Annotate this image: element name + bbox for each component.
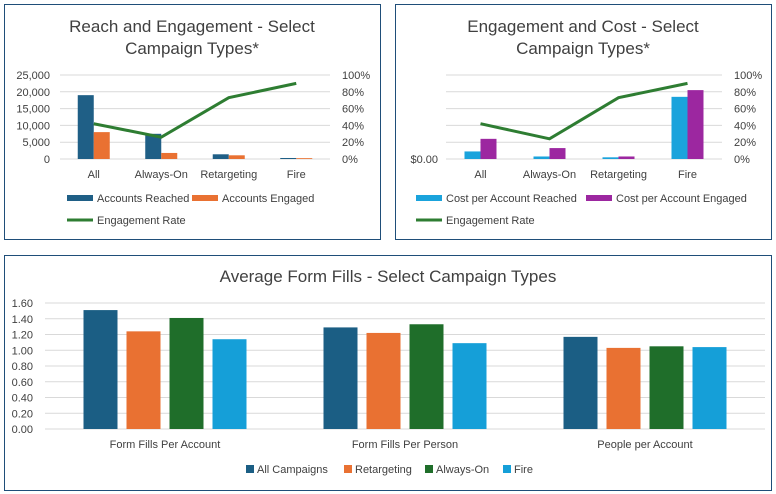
y-tick-label: 10,000 (16, 120, 50, 132)
y-tick-label: $0.00 (410, 154, 438, 166)
bar-all-campaigns (83, 310, 118, 429)
legend-label: Fire (514, 464, 533, 476)
y-tick-label: 0.80 (12, 361, 33, 373)
legend-swatch-all-campaigns (246, 465, 254, 473)
legend-label: Accounts Reached (97, 193, 189, 205)
chart-title-line-1: Reach and Engagement - Select (69, 17, 315, 36)
bar-cost-per-account-engaged (480, 138, 497, 159)
y-tick-label: 1.60 (12, 298, 33, 310)
bar-retargeting (366, 332, 401, 429)
legend-swatch-always-on (425, 465, 433, 473)
legend-label: Engagement Rate (97, 215, 186, 227)
legend-label: All Campaigns (257, 464, 328, 476)
x-tick-label: All (88, 169, 100, 181)
y-tick-label: 25,000 (16, 70, 50, 82)
legend-swatch-accounts-reached (67, 195, 93, 201)
bar-retargeting (606, 347, 641, 429)
legend-swatch-cost-reached (416, 195, 442, 201)
y2-tick-label: 100% (342, 70, 370, 82)
y-tick-label: 5,000 (22, 137, 50, 149)
engagement-cost-chart-panel: Engagement and Cost - Select Campaign Ty… (395, 4, 772, 240)
y-tick-label: 0 (44, 154, 50, 166)
x-tick-label: Form Fills Per Account (110, 439, 221, 451)
bar-cost-per-account-engaged (618, 156, 635, 159)
x-tick-label: Retargeting (200, 169, 257, 181)
bar-accounts-reached (145, 133, 162, 159)
y-tick-label: 0.40 (12, 393, 33, 405)
y-tick-label: 15,000 (16, 104, 50, 116)
y2-tick-label: 60% (734, 104, 756, 116)
y-tick-label: 20,000 (16, 87, 50, 99)
legend-swatch-accounts-engaged (192, 195, 218, 201)
y-tick-label: 0.60 (12, 377, 33, 389)
chart-title-line-2: Campaign Types* (516, 39, 650, 58)
y-tick-label: 1.40 (12, 314, 33, 326)
y2-tick-label: 100% (734, 70, 762, 82)
line-engagement-rate (93, 81, 297, 139)
y-tick-label: 0.20 (12, 408, 33, 420)
bar-accounts-engaged (296, 158, 313, 159)
bar-accounts-engaged (93, 132, 110, 159)
bar-all-campaigns (563, 336, 598, 429)
legend-label: Retargeting (355, 464, 412, 476)
y2-tick-label: 20% (734, 137, 756, 149)
y-tick-label: 0.00 (12, 424, 33, 436)
reach-engagement-chart-panel: Reach and Engagement - Select Campaign T… (4, 4, 381, 240)
bar-accounts-reached (77, 95, 94, 159)
bar-all-campaigns (323, 327, 358, 429)
x-tick-label: Fire (678, 169, 697, 181)
x-tick-label: Form Fills Per Person (352, 439, 458, 451)
chart-title-line-1: Engagement and Cost - Select (467, 17, 699, 36)
bar-cost-per-account-reached (602, 157, 619, 159)
bar-fire (212, 339, 247, 429)
legend-swatch-retargeting (344, 465, 352, 473)
legend-label: Always-On (436, 464, 489, 476)
legend-label: Engagement Rate (446, 215, 535, 227)
x-tick-label: All (474, 169, 486, 181)
bar-cost-per-account-reached (671, 96, 688, 159)
bar-always-on (409, 324, 444, 429)
x-tick-label: People per Account (597, 439, 692, 451)
y2-tick-label: 40% (734, 120, 756, 132)
bar-cost-per-account-reached (464, 151, 481, 159)
y2-tick-label: 40% (342, 120, 364, 132)
x-tick-label: Always-On (523, 169, 576, 181)
bar-fire (452, 343, 487, 429)
y2-tick-label: 0% (734, 154, 750, 166)
bar-cost-per-account-engaged (549, 148, 566, 159)
legend-label: Cost per Account Reached (446, 193, 577, 205)
y2-tick-label: 60% (342, 104, 364, 116)
x-tick-label: Fire (287, 169, 306, 181)
y2-tick-label: 0% (342, 154, 358, 166)
bar-accounts-engaged (228, 155, 245, 159)
chart-title: Average Form Fills - Select Campaign Typ… (220, 267, 557, 286)
legend-swatch-cost-engaged (586, 195, 612, 201)
engagement-cost-chart: Engagement and Cost - Select Campaign Ty… (410, 17, 762, 227)
x-tick-label: Retargeting (590, 169, 647, 181)
y-tick-label: 1.00 (12, 345, 33, 357)
legend-label: Accounts Engaged (222, 193, 314, 205)
y2-tick-label: 80% (734, 87, 756, 99)
legend-swatch-fire (503, 465, 511, 473)
line-engagement-rate (480, 81, 688, 141)
bar-fire (692, 347, 727, 429)
bar-cost-per-account-engaged (687, 90, 704, 159)
bar-accounts-engaged (161, 152, 178, 159)
bar-retargeting (126, 331, 161, 429)
form-fills-chart: Average Form Fills - Select Campaign Typ… (12, 267, 765, 476)
y2-tick-label: 20% (342, 137, 364, 149)
x-tick-label: Always-On (135, 169, 188, 181)
reach-engagement-chart: Reach and Engagement - Select Campaign T… (16, 17, 370, 227)
bar-always-on (649, 346, 684, 429)
y-tick-label: 1.20 (12, 330, 33, 342)
legend-label: Cost per Account Engaged (616, 193, 747, 205)
chart-title-line-2: Campaign Types* (125, 39, 259, 58)
bar-always-on (169, 317, 204, 429)
bar-accounts-reached (212, 154, 229, 159)
form-fills-chart-panel: Average Form Fills - Select Campaign Typ… (4, 255, 772, 491)
bar-accounts-reached (280, 157, 297, 159)
y2-tick-label: 80% (342, 87, 364, 99)
bar-cost-per-account-reached (533, 156, 550, 159)
